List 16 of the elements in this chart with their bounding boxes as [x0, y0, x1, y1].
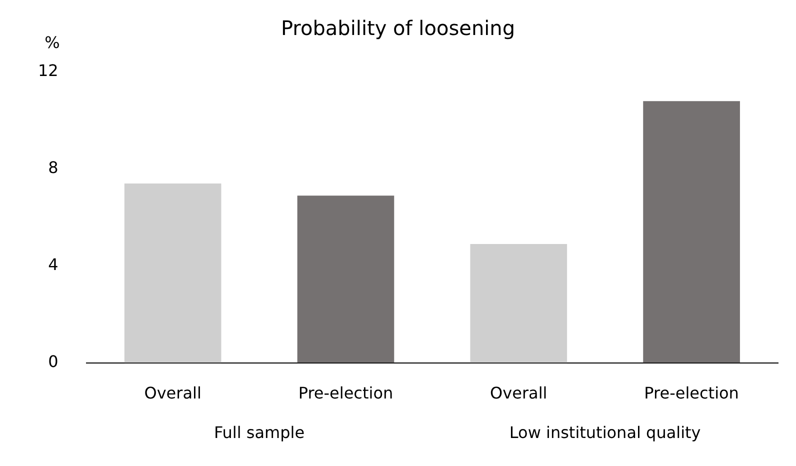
- bar: [124, 183, 222, 363]
- x-tick-label: Pre-election: [644, 384, 739, 403]
- bar: [470, 244, 568, 363]
- bar: [643, 101, 740, 363]
- chart-title: Probability of loosening: [280, 16, 516, 40]
- y-tick-label: 4: [48, 255, 58, 274]
- y-axis-title: %: [44, 33, 60, 52]
- y-tick-label: 12: [38, 61, 58, 80]
- y-tick-label: 0: [48, 352, 58, 371]
- text: Low institutional quality: [509, 423, 701, 442]
- x-tick-label: Overall: [144, 384, 202, 403]
- x-tick-label: Pre-election: [298, 384, 394, 403]
- bar: [297, 196, 394, 363]
- y-tick-label: 8: [48, 158, 58, 178]
- text: Full sample: [214, 423, 305, 442]
- x-tick-label: Overall: [490, 384, 548, 403]
